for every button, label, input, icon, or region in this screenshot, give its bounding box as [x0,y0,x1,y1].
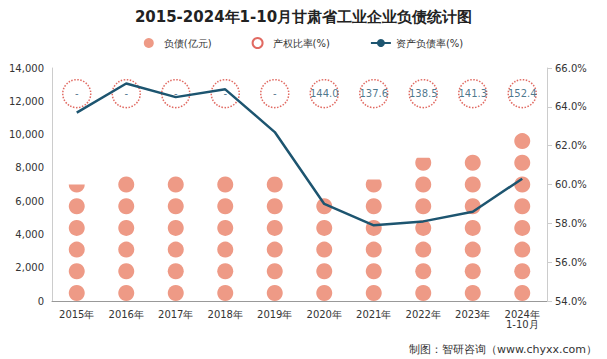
svg-text:137.6: 137.6 [359,88,388,99]
svg-text:60.0%: 60.0% [555,179,587,190]
svg-text:0: 0 [38,296,44,307]
svg-text:2,000: 2,000 [15,262,44,273]
svg-text:-: - [75,88,79,99]
svg-text:12,000: 12,000 [9,96,44,107]
svg-text:负债(亿元): 负债(亿元) [164,38,212,49]
svg-text:2017年: 2017年 [158,309,193,320]
svg-text:144.0: 144.0 [310,88,339,99]
svg-text:-: - [124,88,128,99]
svg-text:56.0%: 56.0% [555,257,587,268]
svg-text:141.3: 141.3 [458,88,487,99]
svg-text:产权比率(%): 产权比率(%) [273,38,330,49]
svg-text:152.4: 152.4 [508,88,537,99]
svg-text:资产负债率(%): 资产负债率(%) [396,38,463,49]
svg-text:66.0%: 66.0% [555,63,587,74]
svg-text:64.0%: 64.0% [555,101,587,112]
svg-text:2021年: 2021年 [356,309,391,320]
svg-text:2020年: 2020年 [307,309,342,320]
svg-text:制图：智研咨询（www.chyxx.com）: 制图：智研咨询（www.chyxx.com） [409,343,597,356]
svg-text:138.5: 138.5 [409,88,438,99]
svg-text:2024年: 2024年 [504,308,540,320]
svg-text:2023年: 2023年 [455,309,490,320]
svg-text:10,000: 10,000 [9,129,44,140]
svg-text:6,000: 6,000 [15,196,44,207]
svg-text:1-10月: 1-10月 [506,319,539,330]
svg-text:62.0%: 62.0% [555,140,587,151]
svg-text:58.0%: 58.0% [555,218,587,229]
svg-text:2019年: 2019年 [257,309,292,320]
svg-text:8,000: 8,000 [15,162,44,173]
svg-text:14,000: 14,000 [9,63,44,74]
svg-text:4,000: 4,000 [15,229,44,240]
svg-text:54.0%: 54.0% [555,296,587,307]
svg-text:-: - [273,88,277,99]
svg-text:2018年: 2018年 [208,309,243,320]
svg-text:2015年: 2015年 [59,309,94,320]
svg-text:2016年: 2016年 [109,309,144,320]
svg-text:2015-2024年1-10月甘肃省工业企业负债统计图: 2015-2024年1-10月甘肃省工业企业负债统计图 [135,8,472,26]
svg-text:2022年: 2022年 [406,309,441,320]
